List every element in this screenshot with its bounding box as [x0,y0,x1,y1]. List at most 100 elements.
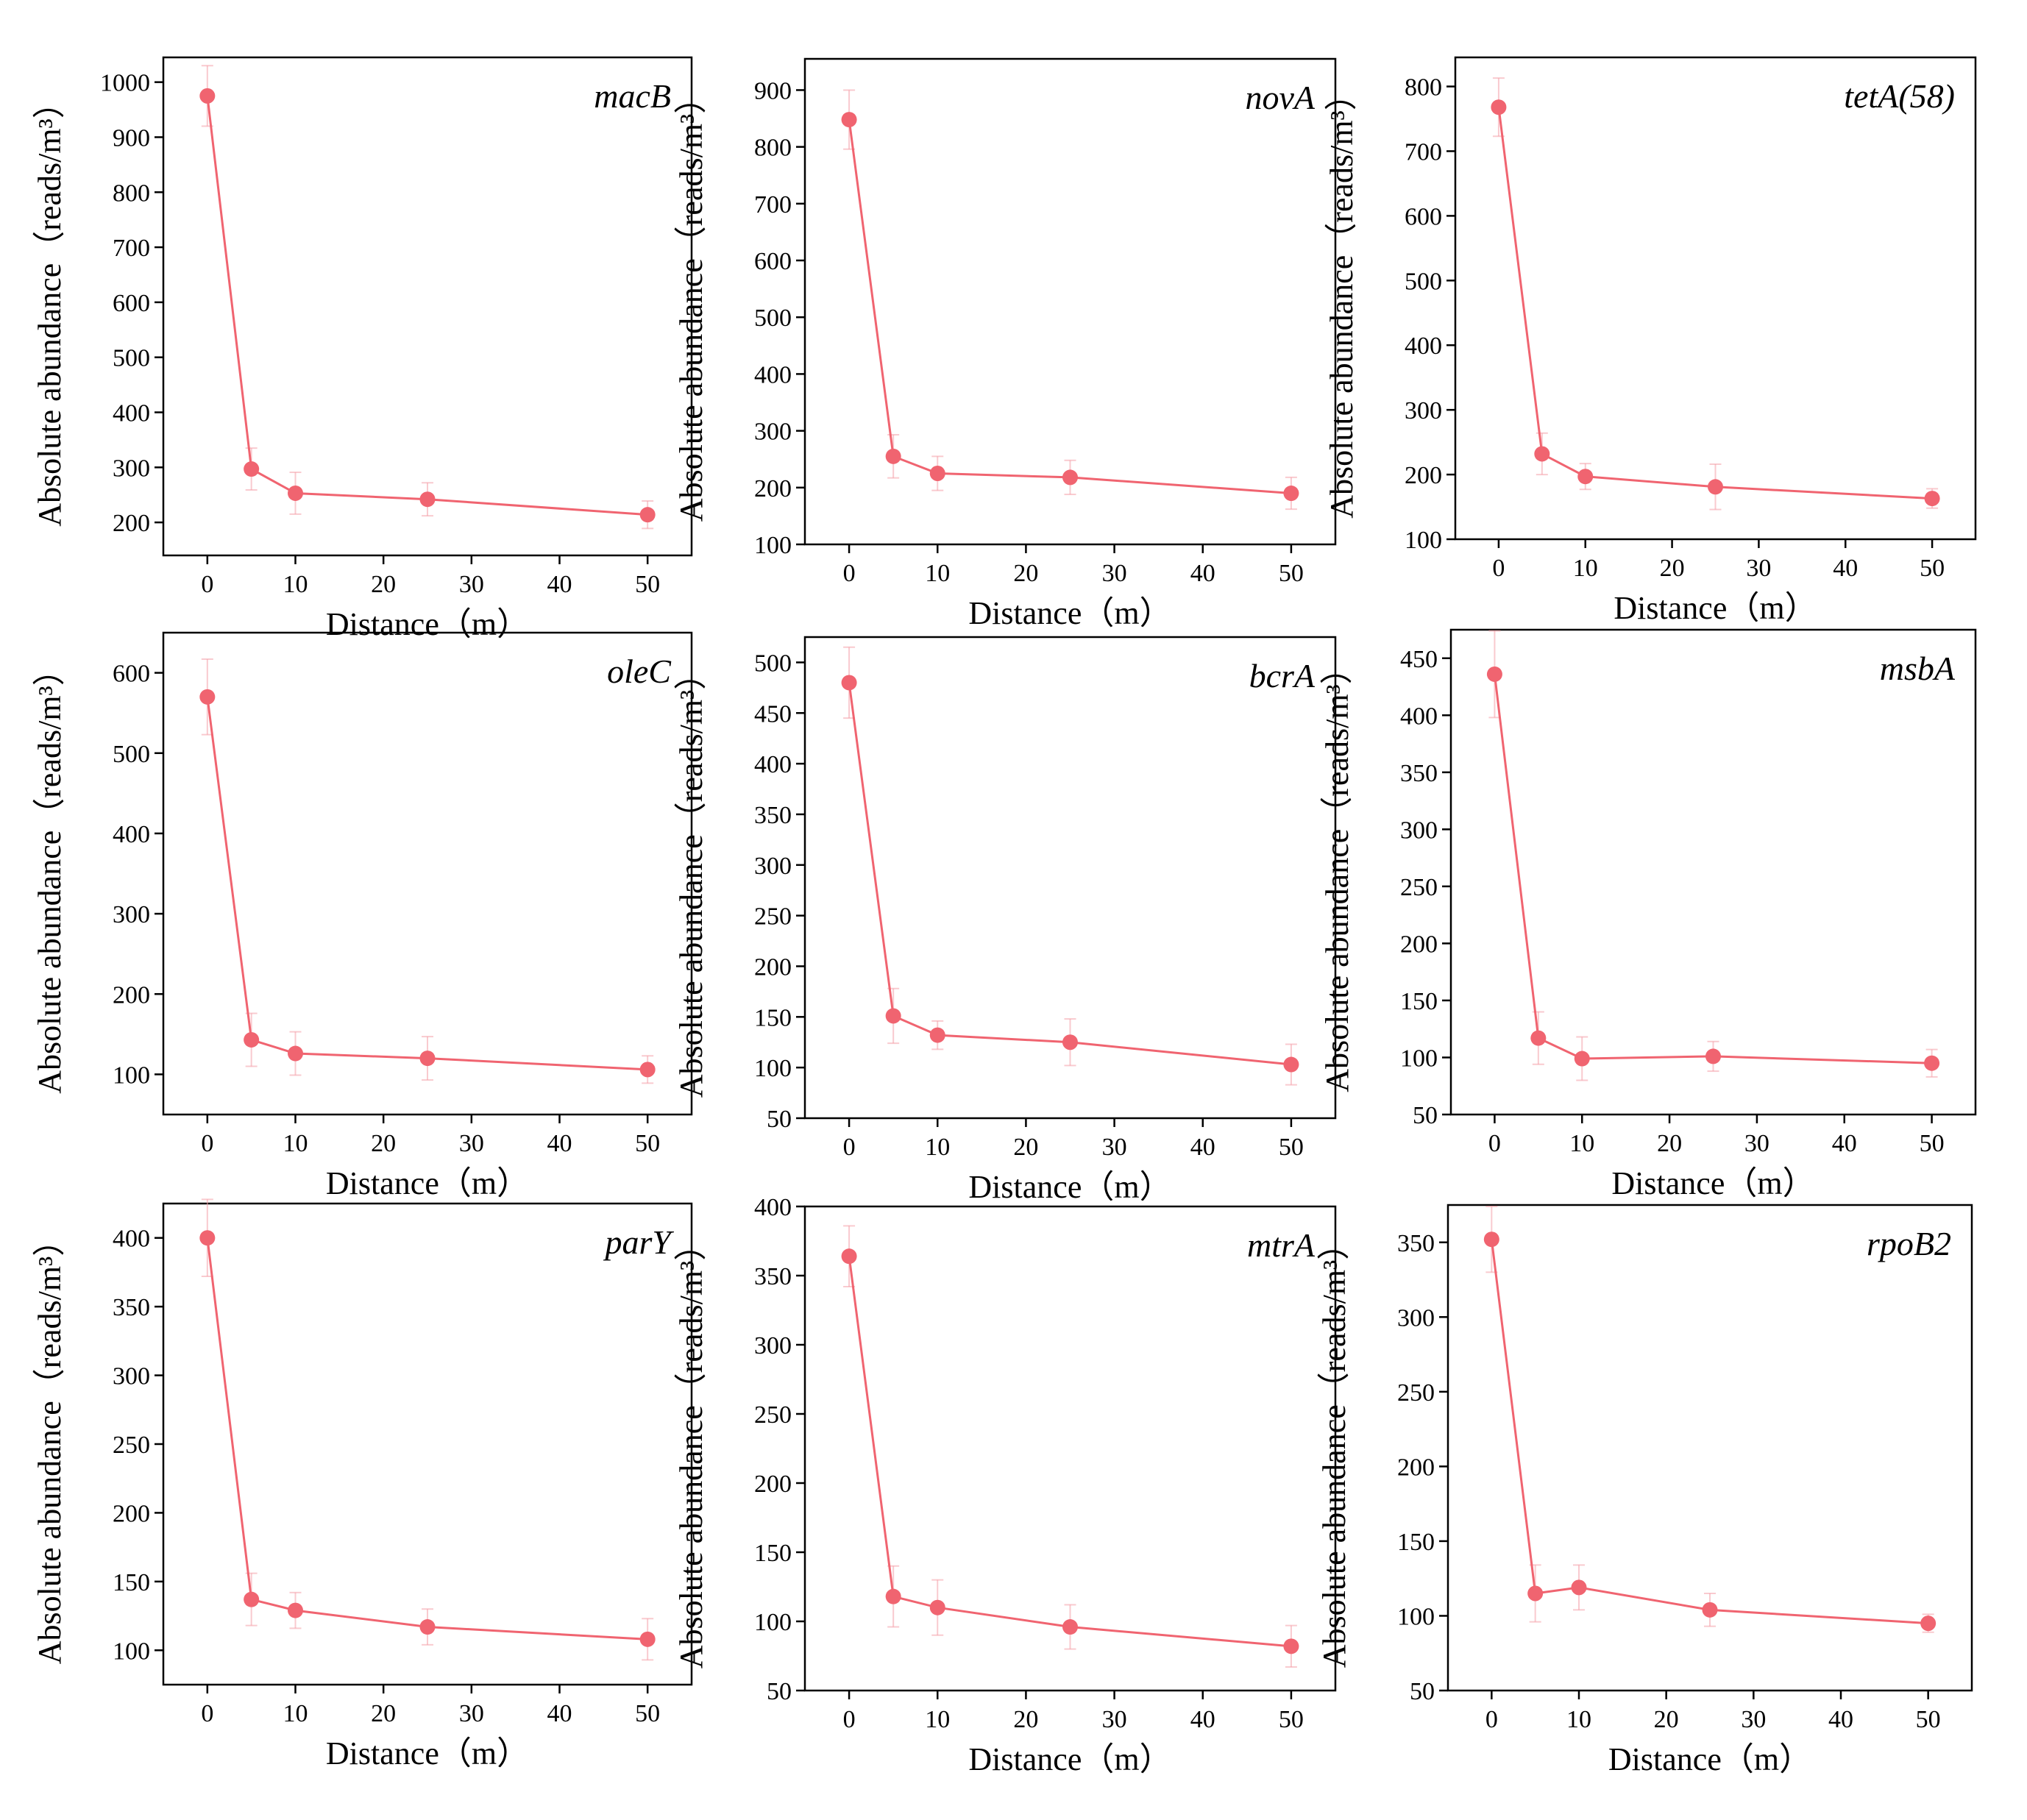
data-point [929,1027,945,1043]
x-tick-label: 0 [1488,1130,1501,1157]
data-point [288,485,303,501]
series-line [1490,1239,1928,1625]
data-point [929,466,945,482]
gene-label: rpoB2 [1867,1225,1951,1262]
chart-panel-msbA: 0 10 20 30 40 50 50 100 150 200 250 300 350 400 450 Dis… [1319,628,1977,1201]
y-tick-label: 500 [113,345,150,372]
y-tick-label: 350 [754,802,792,829]
y-tick-label: 800 [754,135,792,162]
y-tick-label: 700 [754,191,792,218]
x-tick-label: 20 [1660,555,1685,582]
y-axis-title: Absolute abundance（reads/m³） [32,653,68,1093]
data-point [1062,1034,1078,1051]
x-axis-title: Distance（m） [1614,590,1817,626]
gene-label: parY [603,1223,675,1261]
chart-panel-bcrA: 0 10 20 30 40 50 50 100 150 200 250 300 350 400 450 500… [673,636,1337,1205]
y-tick-label: 700 [1405,138,1442,166]
y-tick-label: 500 [1405,268,1442,295]
y-tick-label: 200 [754,953,792,981]
data-point [244,461,260,477]
x-axis-title: Distance（m） [1611,1165,1814,1201]
y-tick-label: 300 [113,901,150,928]
plot-frame [803,1205,1337,1692]
gene-label: mtrA [1247,1226,1316,1264]
y-tick-label: 300 [754,853,792,880]
x-axis-title: Distance（m） [326,1735,529,1771]
data-point [199,689,216,705]
chart-panel-parY: 0 10 20 30 40 50 100 150 200 250 300 350 400 Distance… [32,1198,693,1771]
y-tick-label: 350 [1397,1230,1435,1257]
plot-frame [1454,56,1977,541]
y-tick-label: 50 [1413,1102,1438,1129]
y-tick-label: 700 [113,235,150,262]
data-point [841,1248,857,1265]
gene-label: bcrA [1249,657,1316,694]
y-tick-label: 100 [113,1638,150,1665]
data-point [1283,1638,1299,1654]
data-point [929,1599,945,1615]
x-tick-label: 10 [925,1134,950,1161]
x-tick-label: 0 [201,571,213,598]
y-tick-label: 100 [1400,1045,1438,1072]
y-tick-label: 250 [1397,1379,1435,1407]
y-tick-label: 100 [113,1062,150,1089]
y-axis-title: Absolute abundance（reads/m³） [673,82,709,522]
y-axis-title: Absolute abundance（reads/m³） [1316,1228,1352,1668]
data-point [885,448,901,464]
y-tick-label: 400 [113,1226,150,1253]
data-point [1062,469,1078,486]
x-tick-label: 10 [283,1130,308,1157]
y-tick-label: 600 [113,290,150,317]
data-point [885,1588,901,1604]
data-point [1527,1585,1544,1602]
x-tick-label: 0 [201,1130,213,1157]
y-tick-label: 300 [754,1332,792,1359]
y-tick-label: 50 [767,1106,792,1133]
x-axis-title: Distance（m） [968,595,1171,631]
y-tick-label: 150 [1400,988,1438,1015]
plot-frame [803,636,1337,1120]
y-tick-label: 250 [1400,874,1438,901]
y-axis-title: Absolute abundance（reads/m³） [1324,78,1360,518]
y-tick-label: 200 [1397,1454,1435,1481]
y-axis-title: Absolute abundance（reads/m³） [32,1224,68,1664]
y-tick-label: 350 [754,1263,792,1290]
x-axis-title: Distance（m） [968,1741,1171,1777]
x-tick-label: 40 [547,571,572,598]
data-point [244,1031,260,1048]
y-tick-label: 200 [1400,931,1438,958]
x-tick-label: 30 [1746,555,1771,582]
y-tick-label: 400 [754,1194,792,1221]
data-point [1571,1579,1587,1596]
y-tick-label: 150 [1397,1529,1435,1556]
x-tick-label: 20 [371,571,396,598]
series-line [1497,107,1933,500]
y-tick-label: 400 [113,400,150,427]
y-tick-label: 250 [754,903,792,931]
data-point [1924,491,1940,507]
y-tick-label: 350 [1400,760,1438,787]
y-tick-label: 450 [754,700,792,728]
data-point [1577,469,1594,485]
x-tick-label: 40 [1833,555,1858,582]
data-point [639,1631,656,1647]
y-tick-label: 350 [113,1294,150,1321]
y-tick-label: 200 [113,1500,150,1527]
x-tick-label: 30 [1102,1134,1127,1161]
data-point [639,1062,656,1078]
data-point [1708,479,1723,495]
y-tick-label: 800 [1405,74,1442,102]
x-tick-label: 50 [1279,1134,1304,1161]
y-tick-label: 600 [113,661,150,688]
y-tick-label: 200 [754,1471,792,1498]
x-tick-label: 20 [1657,1130,1682,1157]
y-tick-label: 600 [1405,203,1442,230]
y-tick-label: 900 [754,77,792,104]
series-line [206,96,648,516]
x-tick-label: 50 [635,1130,660,1157]
data-point [419,1051,436,1067]
y-tick-label: 900 [113,124,150,152]
x-tick-label: 30 [459,1130,484,1157]
x-tick-label: 0 [1485,1706,1498,1733]
y-tick-label: 100 [754,532,792,559]
